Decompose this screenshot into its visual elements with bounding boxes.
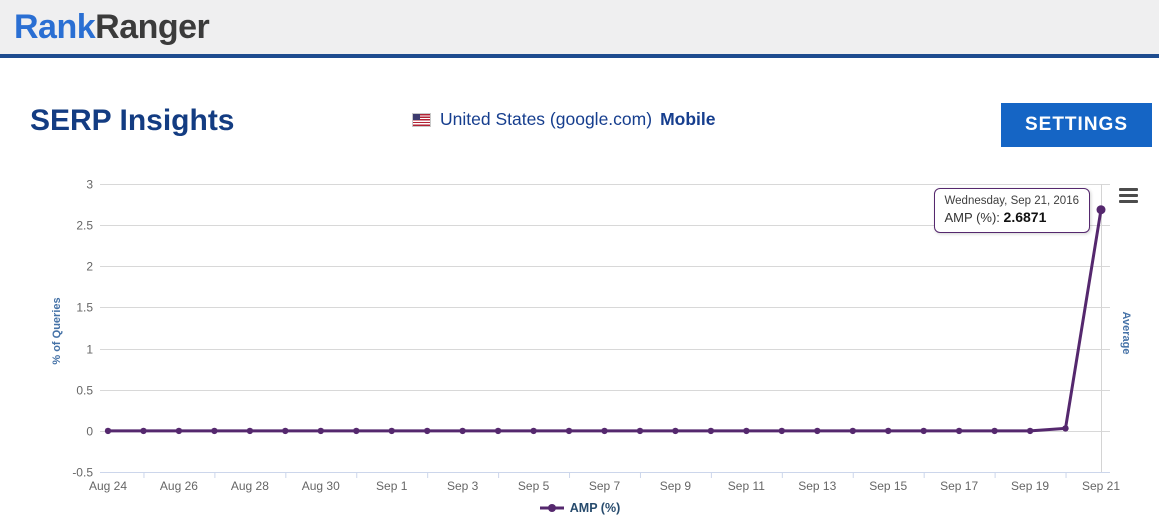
y-tick-label: 1 [86,343,93,357]
x-tick-label: Aug 30 [302,479,340,493]
y-axis-title: % of Queries [51,297,63,365]
right-axis-title: Average [1120,311,1132,355]
data-point[interactable] [707,427,715,435]
device-label: Mobile [660,109,716,129]
logo-rank: Rank [14,8,96,46]
x-tick-label: Sep 9 [660,479,692,493]
x-tick-label: Aug 24 [89,479,127,493]
us-flag-icon [413,113,430,126]
chart-menu-icon[interactable] [1119,188,1138,203]
y-tick-label: 2 [86,260,93,274]
data-point[interactable] [459,427,466,435]
legend-item-amp[interactable]: AMP (%) [0,501,1159,515]
data-point[interactable] [388,427,395,435]
x-tick-label: Sep 13 [798,479,836,493]
tooltip-date: Wednesday, Sep 21, 2016 [944,195,1079,207]
data-point[interactable] [991,427,998,435]
data-point[interactable] [743,427,750,435]
tooltip-series-label: AMP (%): [944,210,1000,225]
data-point[interactable] [317,427,324,435]
data-point[interactable] [636,427,644,435]
data-point[interactable] [955,427,963,435]
x-tick-label: Aug 28 [231,479,269,493]
x-tick-label: Sep 21 [1082,479,1120,493]
data-point[interactable] [1062,425,1069,432]
data-point[interactable] [849,427,856,435]
location-label: United States (google.com) [440,109,653,129]
x-tick-label: Sep 11 [728,479,765,493]
data-point[interactable] [1096,205,1106,215]
data-point[interactable] [246,427,254,435]
y-tick-label: 1.5 [76,301,93,315]
data-point[interactable] [1026,427,1034,435]
legend-marker-icon [539,504,564,512]
data-point[interactable] [211,427,218,435]
x-tick-label: Sep 3 [447,479,479,493]
x-tick-label: Sep 5 [518,479,550,493]
data-point[interactable] [885,427,892,435]
rankranger-logo[interactable]: RankRanger [14,8,210,47]
x-tick-label: Sep 19 [1011,479,1049,493]
settings-button[interactable]: SETTINGS [1001,103,1152,147]
y-tick-label: -0.5 [72,466,93,480]
data-point[interactable] [920,427,927,435]
page-title: SERP Insights [30,104,235,137]
data-point[interactable] [565,427,573,435]
data-point[interactable] [282,427,289,435]
x-tick-label: Aug 26 [160,479,198,493]
y-tick-label: 0 [86,425,93,439]
logo-ranger: Ranger [95,8,210,46]
data-point[interactable] [814,427,821,435]
legend-label: AMP (%) [569,501,621,515]
tooltip-value-row: AMP (%): 2.6871 [945,209,1079,225]
chart-tooltip: Wednesday, Sep 21, 2016 AMP (%): 2.6871 [933,188,1090,233]
serp-insights-chart[interactable]: 3 2.5 2 1.5 1 0.5 0 -0.5 Aug 24 Aug 26 Aug 28 Aug 3… [0,168,1159,523]
series-line-amp [106,208,1103,433]
data-point[interactable] [601,427,608,435]
data-point[interactable] [140,427,147,435]
data-point[interactable] [672,427,679,435]
data-point[interactable] [530,427,537,435]
search-context: United States (google.com) Mobile [413,109,715,130]
y-tick-label: 2.5 [76,219,93,233]
data-point[interactable] [778,427,785,435]
data-point[interactable] [494,427,502,435]
data-point[interactable] [175,427,183,435]
x-tick-label: Sep 1 [376,479,408,493]
app-header: RankRanger [0,0,1159,58]
x-tick-label: Sep 7 [589,479,621,493]
data-point[interactable] [424,427,431,435]
y-tick-label: 3 [86,178,93,192]
data-point[interactable] [353,427,360,435]
data-point[interactable] [104,427,112,435]
tooltip-value: 2.6871 [1003,209,1047,225]
y-tick-label: 0.5 [76,384,93,398]
x-tick-label: Sep 15 [869,479,907,493]
x-tick-label: Sep 17 [940,479,978,493]
